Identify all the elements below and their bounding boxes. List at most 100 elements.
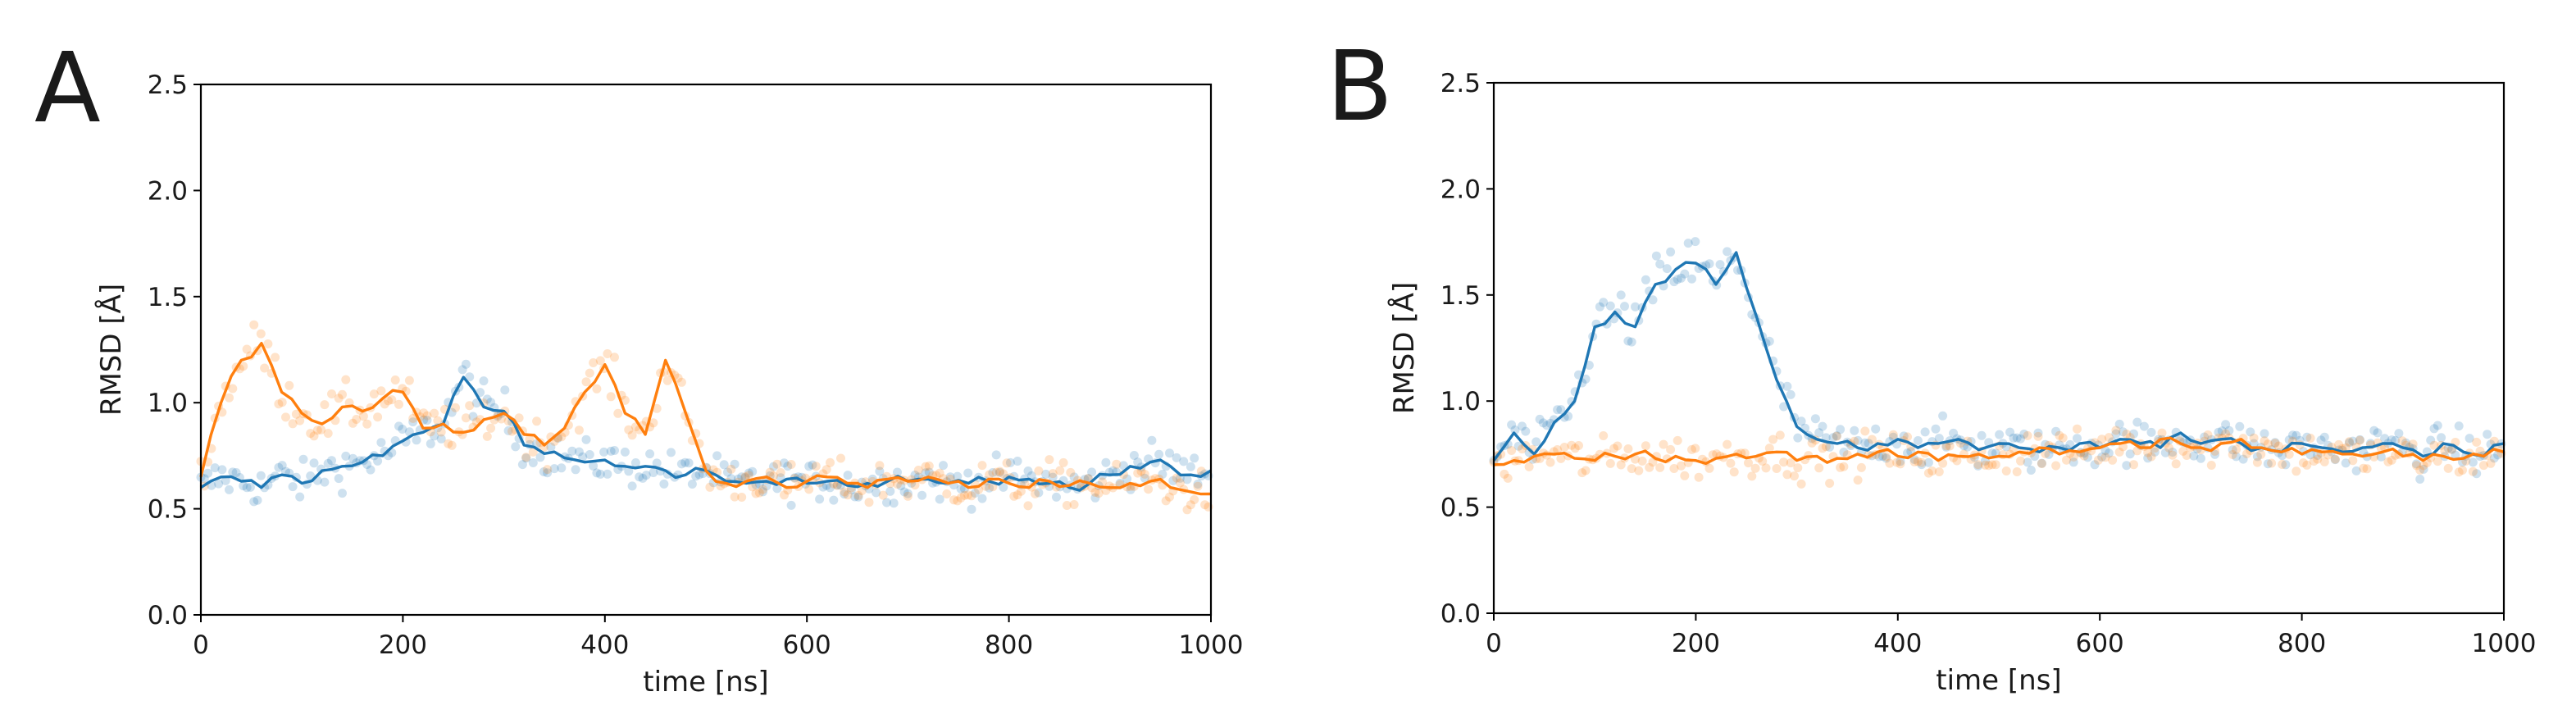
raw-point-orange [1069,500,1079,509]
raw-point-blue [327,456,336,466]
raw-point-orange [2055,430,2064,440]
raw-point-blue [723,467,732,477]
raw-point-blue [985,483,994,493]
raw-point-orange [649,418,658,428]
raw-point-orange [1609,444,1619,453]
raw-point-orange [532,416,542,426]
raw-point-orange [1888,430,1898,439]
raw-point-blue [465,372,475,382]
raw-point-orange [2273,441,2283,451]
raw-point-blue [1832,431,1841,441]
raw-point-orange [977,461,987,471]
raw-point-orange [528,447,538,457]
raw-point-blue [953,471,963,481]
raw-point-orange [995,466,1004,476]
y-axis-label: RMSD [Å] [1387,282,1421,414]
raw-point-orange [341,375,351,384]
raw-point-blue [1190,453,1199,463]
raw-point-orange [2232,444,2241,454]
raw-point-orange [394,399,403,409]
raw-point-orange [2359,463,2369,473]
raw-point-blue [1122,474,1132,484]
raw-point-orange [1821,442,1831,452]
raw-point-orange [843,490,853,500]
raw-point-orange [2168,450,2178,460]
raw-point-blue [2252,452,2262,462]
raw-point-orange [878,490,888,500]
raw-point-orange [291,409,301,419]
raw-point-blue [1917,460,1927,470]
raw-point-orange [1172,473,1181,483]
raw-point-blue [348,453,357,463]
raw-point-blue [320,477,330,487]
raw-point-blue [1041,469,1051,479]
raw-point-blue [567,446,577,456]
raw-point-blue [606,446,616,456]
y-tick-label: 1.5 [148,283,188,312]
raw-point-orange [2182,451,2191,460]
raw-point-orange [2178,446,2188,456]
x-tick-label: 200 [379,630,427,660]
raw-point-blue [2433,421,2442,430]
raw-point-orange [913,466,923,475]
raw-point-orange [1772,464,1782,473]
raw-point-orange [444,439,453,448]
series-line-orange [1493,436,2505,466]
raw-point-orange [514,413,524,423]
raw-point-orange [758,485,768,494]
raw-point-orange [1984,461,1994,471]
raw-point-blue [1899,431,1909,441]
raw-point-orange [1814,463,1824,473]
raw-point-blue [503,425,513,435]
raw-point-orange [603,349,612,358]
raw-point-blue [712,451,722,461]
raw-point-blue [1023,466,1033,475]
raw-point-blue [2189,451,2199,461]
raw-point-blue [889,498,899,508]
raw-point-orange [2097,435,2107,444]
raw-point-blue [2345,438,2354,448]
raw-point-orange [1637,456,1647,466]
raw-point-orange [811,462,821,471]
raw-point-orange [369,389,379,399]
raw-point-blue [256,471,266,480]
raw-point-blue [426,439,435,448]
raw-point-orange [1860,426,1870,436]
raw-point-blue [398,425,407,434]
raw-point-orange [2033,431,2043,441]
raw-point-blue [539,467,548,476]
raw-point-blue [899,487,909,497]
raw-point-blue [967,504,976,514]
raw-point-blue [2411,459,2421,469]
raw-point-blue [1896,457,1905,466]
raw-point-orange [2458,466,2467,475]
raw-point-blue [680,457,690,467]
raw-point-blue [2023,457,2032,467]
x-tick-label: 600 [783,630,831,660]
raw-point-orange [2313,454,2323,464]
raw-point-blue [2483,430,2492,439]
raw-point-orange [2397,436,2407,446]
raw-point-orange [525,435,535,444]
raw-point-orange [327,389,336,398]
raw-point-orange [295,416,305,425]
raw-point-blue [935,494,944,504]
raw-point-blue [2302,432,2312,442]
raw-point-blue [2401,438,2410,448]
raw-point-blue [910,471,920,480]
raw-point-orange [1570,444,1580,453]
raw-point-orange [1892,457,1902,467]
raw-point-orange [256,329,266,339]
raw-point-blue [1704,259,1714,269]
raw-point-blue [1595,302,1604,312]
raw-point-blue [228,467,238,477]
raw-point-orange [1009,491,1019,501]
raw-point-blue [939,461,948,471]
raw-point-blue [1542,421,1552,430]
raw-point-orange [853,490,863,500]
raw-point-orange [239,362,248,371]
raw-point-orange [821,465,831,475]
raw-point-orange [2433,457,2442,466]
raw-point-orange [1729,467,1739,477]
